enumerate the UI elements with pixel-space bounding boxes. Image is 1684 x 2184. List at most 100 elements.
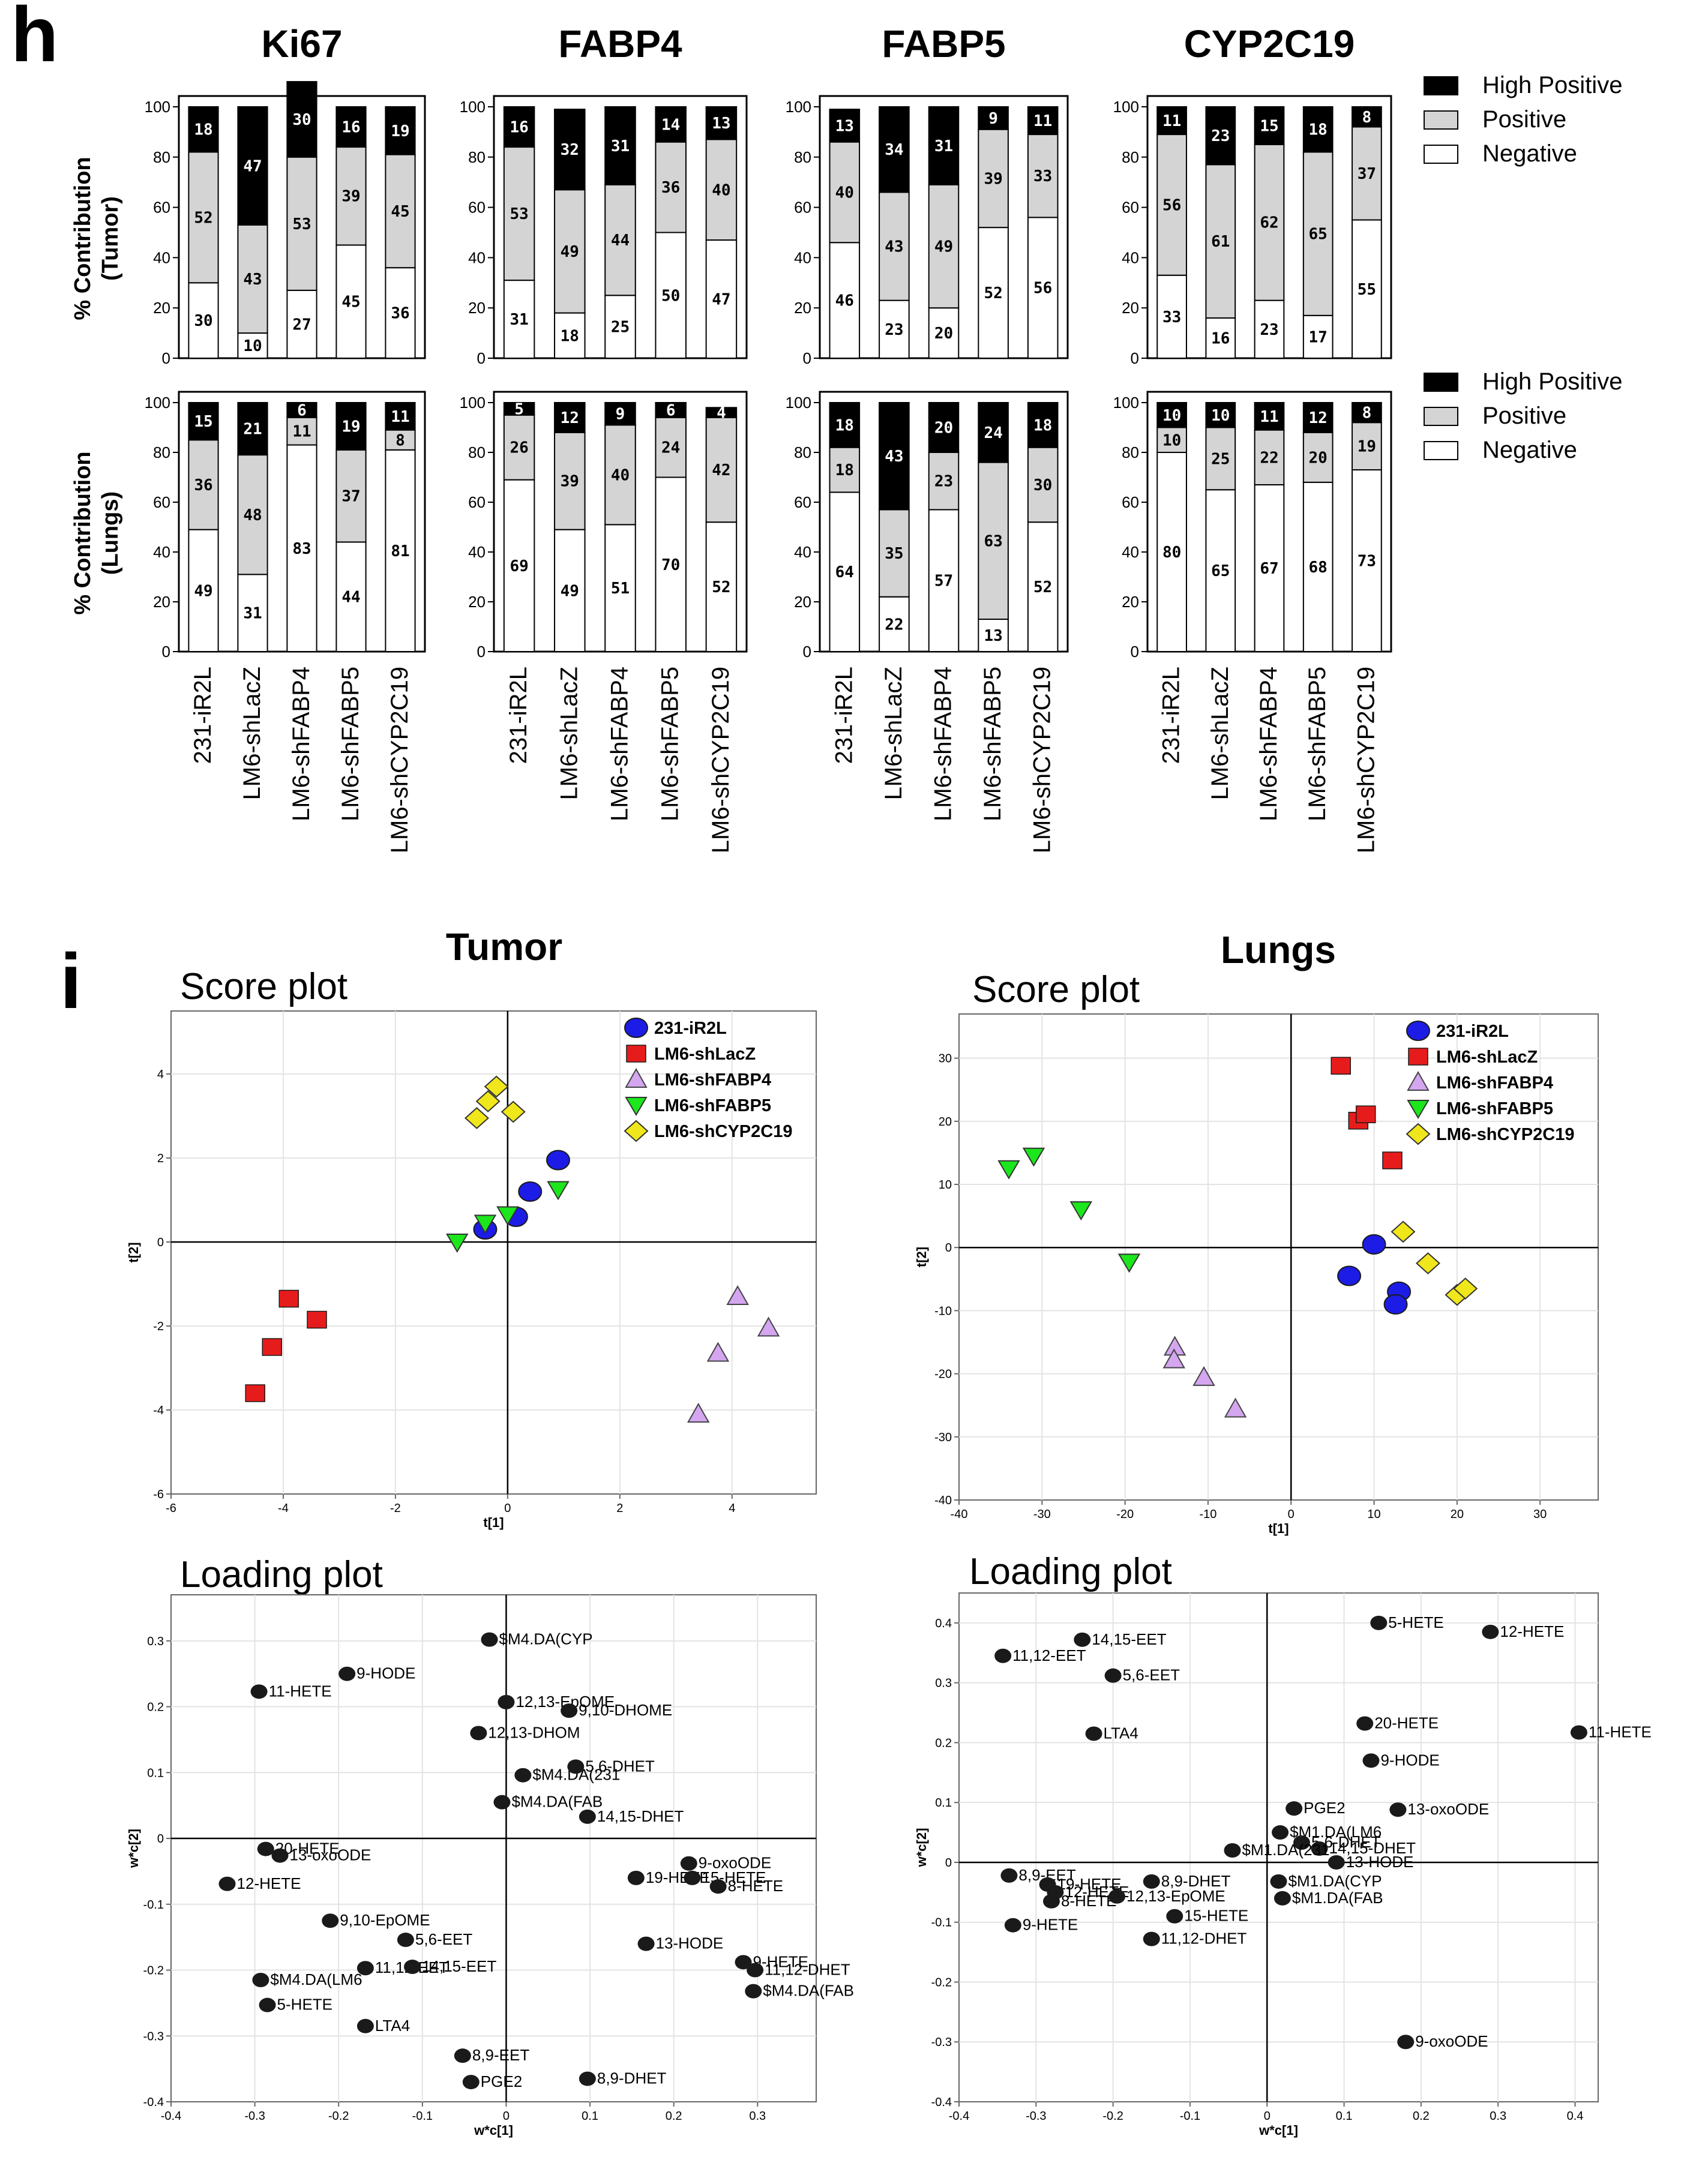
x-tick-label: 2 — [616, 1502, 623, 1515]
bar-data-label: 49 — [561, 582, 579, 600]
loading-point — [356, 1961, 374, 1976]
x-tick-label: 0.3 — [1490, 2110, 1506, 2123]
bar-data-label: 10 — [1162, 431, 1181, 449]
bar-segment-high-positive — [604, 106, 636, 185]
x-category-label: LM6-shCYP2C19 — [708, 667, 734, 853]
bar-data-label: 19 — [391, 122, 409, 140]
y-tick-label: 4 — [157, 1068, 164, 1081]
y-tick-label: -4 — [153, 1404, 164, 1417]
loading-point — [1328, 1855, 1345, 1870]
bar-segment-high-positive — [554, 109, 586, 191]
y-tick-label: -30 — [934, 1431, 952, 1444]
bar-segment-positive — [503, 414, 535, 481]
x-tick-label: -0.3 — [1026, 2110, 1046, 2123]
bar-segment-positive — [188, 151, 219, 284]
loading-point-label: 14,15-DHET — [597, 1807, 684, 1825]
loading-point — [218, 1876, 236, 1891]
bar-data-label: 65 — [1309, 226, 1328, 244]
bar-data-label: 34 — [885, 141, 903, 159]
bar-data-label: 24 — [661, 439, 680, 457]
y-tick-label: 60 — [153, 199, 170, 217]
loading-point — [561, 1703, 578, 1718]
loading-point — [250, 1684, 268, 1699]
bar-chart-7: 0 20 40 60 80 100 80 10 10 231-iR2L 65 25 10 LM6-shLa… — [1113, 368, 1623, 853]
legend-label: LM6-shLacZ — [1436, 1048, 1538, 1067]
bar-data-label: 23 — [885, 321, 903, 339]
score-point — [1391, 1220, 1416, 1243]
score-point — [624, 1018, 648, 1038]
score-point — [1337, 1265, 1362, 1286]
y-tick-label: 0 — [162, 643, 170, 661]
loading-point — [1042, 1894, 1060, 1909]
loading-point-label: 5,6-DHET — [585, 1757, 655, 1775]
bar-segment-high-positive — [237, 402, 268, 456]
bar-data-label: 6 — [666, 401, 676, 419]
bar-segment-negative — [1156, 274, 1187, 359]
x-tick-label: 10 — [1367, 1508, 1380, 1521]
bar-data-label: 48 — [243, 506, 262, 524]
x-category-label: 231-iR2L — [190, 667, 216, 764]
score-point — [1162, 1348, 1185, 1369]
bar-segment-positive — [879, 509, 910, 598]
bar-data-label: 15 — [194, 413, 212, 431]
bar-segment-positive — [188, 439, 219, 530]
score-point — [1406, 1123, 1431, 1145]
bar-data-label: 11 — [292, 423, 311, 441]
bar-data-label: 13 — [984, 627, 1002, 645]
y-tick-label: 40 — [794, 543, 811, 561]
bar-segment-negative — [1302, 481, 1334, 652]
loading-point-label: 14,15-EET — [1092, 1630, 1166, 1648]
loading-point-label: 9-HODE — [1380, 1751, 1439, 1769]
bar-segment-positive — [1027, 446, 1059, 523]
bar-data-label: 11 — [1033, 112, 1052, 130]
bar-segment-positive — [385, 154, 416, 269]
x-category-label: LM6-shLacZ — [880, 667, 907, 800]
bar-segment-negative — [286, 289, 317, 359]
bar-data-label: 52 — [712, 578, 730, 596]
bar-data-label: 31 — [510, 311, 528, 329]
bar-segment-negative — [503, 479, 535, 653]
loading-point — [356, 2018, 374, 2033]
y-tick-label: 0.4 — [935, 1617, 952, 1630]
score-point — [262, 1338, 283, 1356]
y-tick-label: 100 — [1113, 394, 1139, 412]
y-tick-label: 100 — [786, 394, 811, 412]
bar-data-label: 8 — [1362, 109, 1372, 127]
bar-data-label: 19 — [341, 418, 360, 436]
loading-point — [1274, 1891, 1291, 1906]
loading-point — [1362, 1753, 1380, 1768]
y-tick-label: 20 — [153, 299, 170, 317]
loading-point — [747, 1963, 764, 1978]
loading-point-label: $M1.DA(FAB — [1292, 1889, 1383, 1907]
y-tick-label: 40 — [153, 248, 170, 266]
loading-point — [1570, 1725, 1587, 1740]
bar-segment-high-positive — [1027, 402, 1059, 448]
bar-data-label: 63 — [984, 532, 1002, 550]
bar-data-label: 39 — [984, 170, 1002, 188]
bar-data-label: 42 — [712, 461, 730, 479]
score-point — [1192, 1366, 1215, 1386]
bar-data-label: 37 — [341, 488, 360, 506]
loading-point-label: 9-oxoODE — [1415, 2032, 1488, 2050]
y-tick-label: -40 — [934, 1494, 952, 1507]
loading-point — [1143, 1931, 1160, 1946]
legend-swatch — [1424, 407, 1458, 426]
y-tick-label: 80 — [794, 443, 811, 461]
y-tick-label: -0.1 — [931, 1916, 952, 1930]
loading-point-label: 11,12-DHET — [765, 1961, 850, 1979]
bar-segment-positive — [705, 416, 738, 523]
chart-title: FABP4 — [558, 22, 682, 65]
bar-data-label: 46 — [835, 292, 854, 310]
score-point — [278, 1289, 299, 1308]
bar-data-label: 13 — [835, 117, 854, 135]
score-point — [547, 1181, 570, 1201]
bar-data-label: 35 — [885, 545, 903, 563]
loading-point-label: 12,13-EpOME — [1126, 1887, 1225, 1905]
bar-data-label: 51 — [611, 580, 630, 598]
loading-point-label: PGE2 — [1304, 1799, 1345, 1817]
score-point — [518, 1181, 543, 1202]
x-axis-label: w*c[1] — [1258, 2123, 1298, 2138]
y-tick-label: 30 — [939, 1052, 952, 1066]
score-point — [445, 1234, 469, 1253]
x-category-label: LM6-shFABP4 — [930, 667, 957, 821]
